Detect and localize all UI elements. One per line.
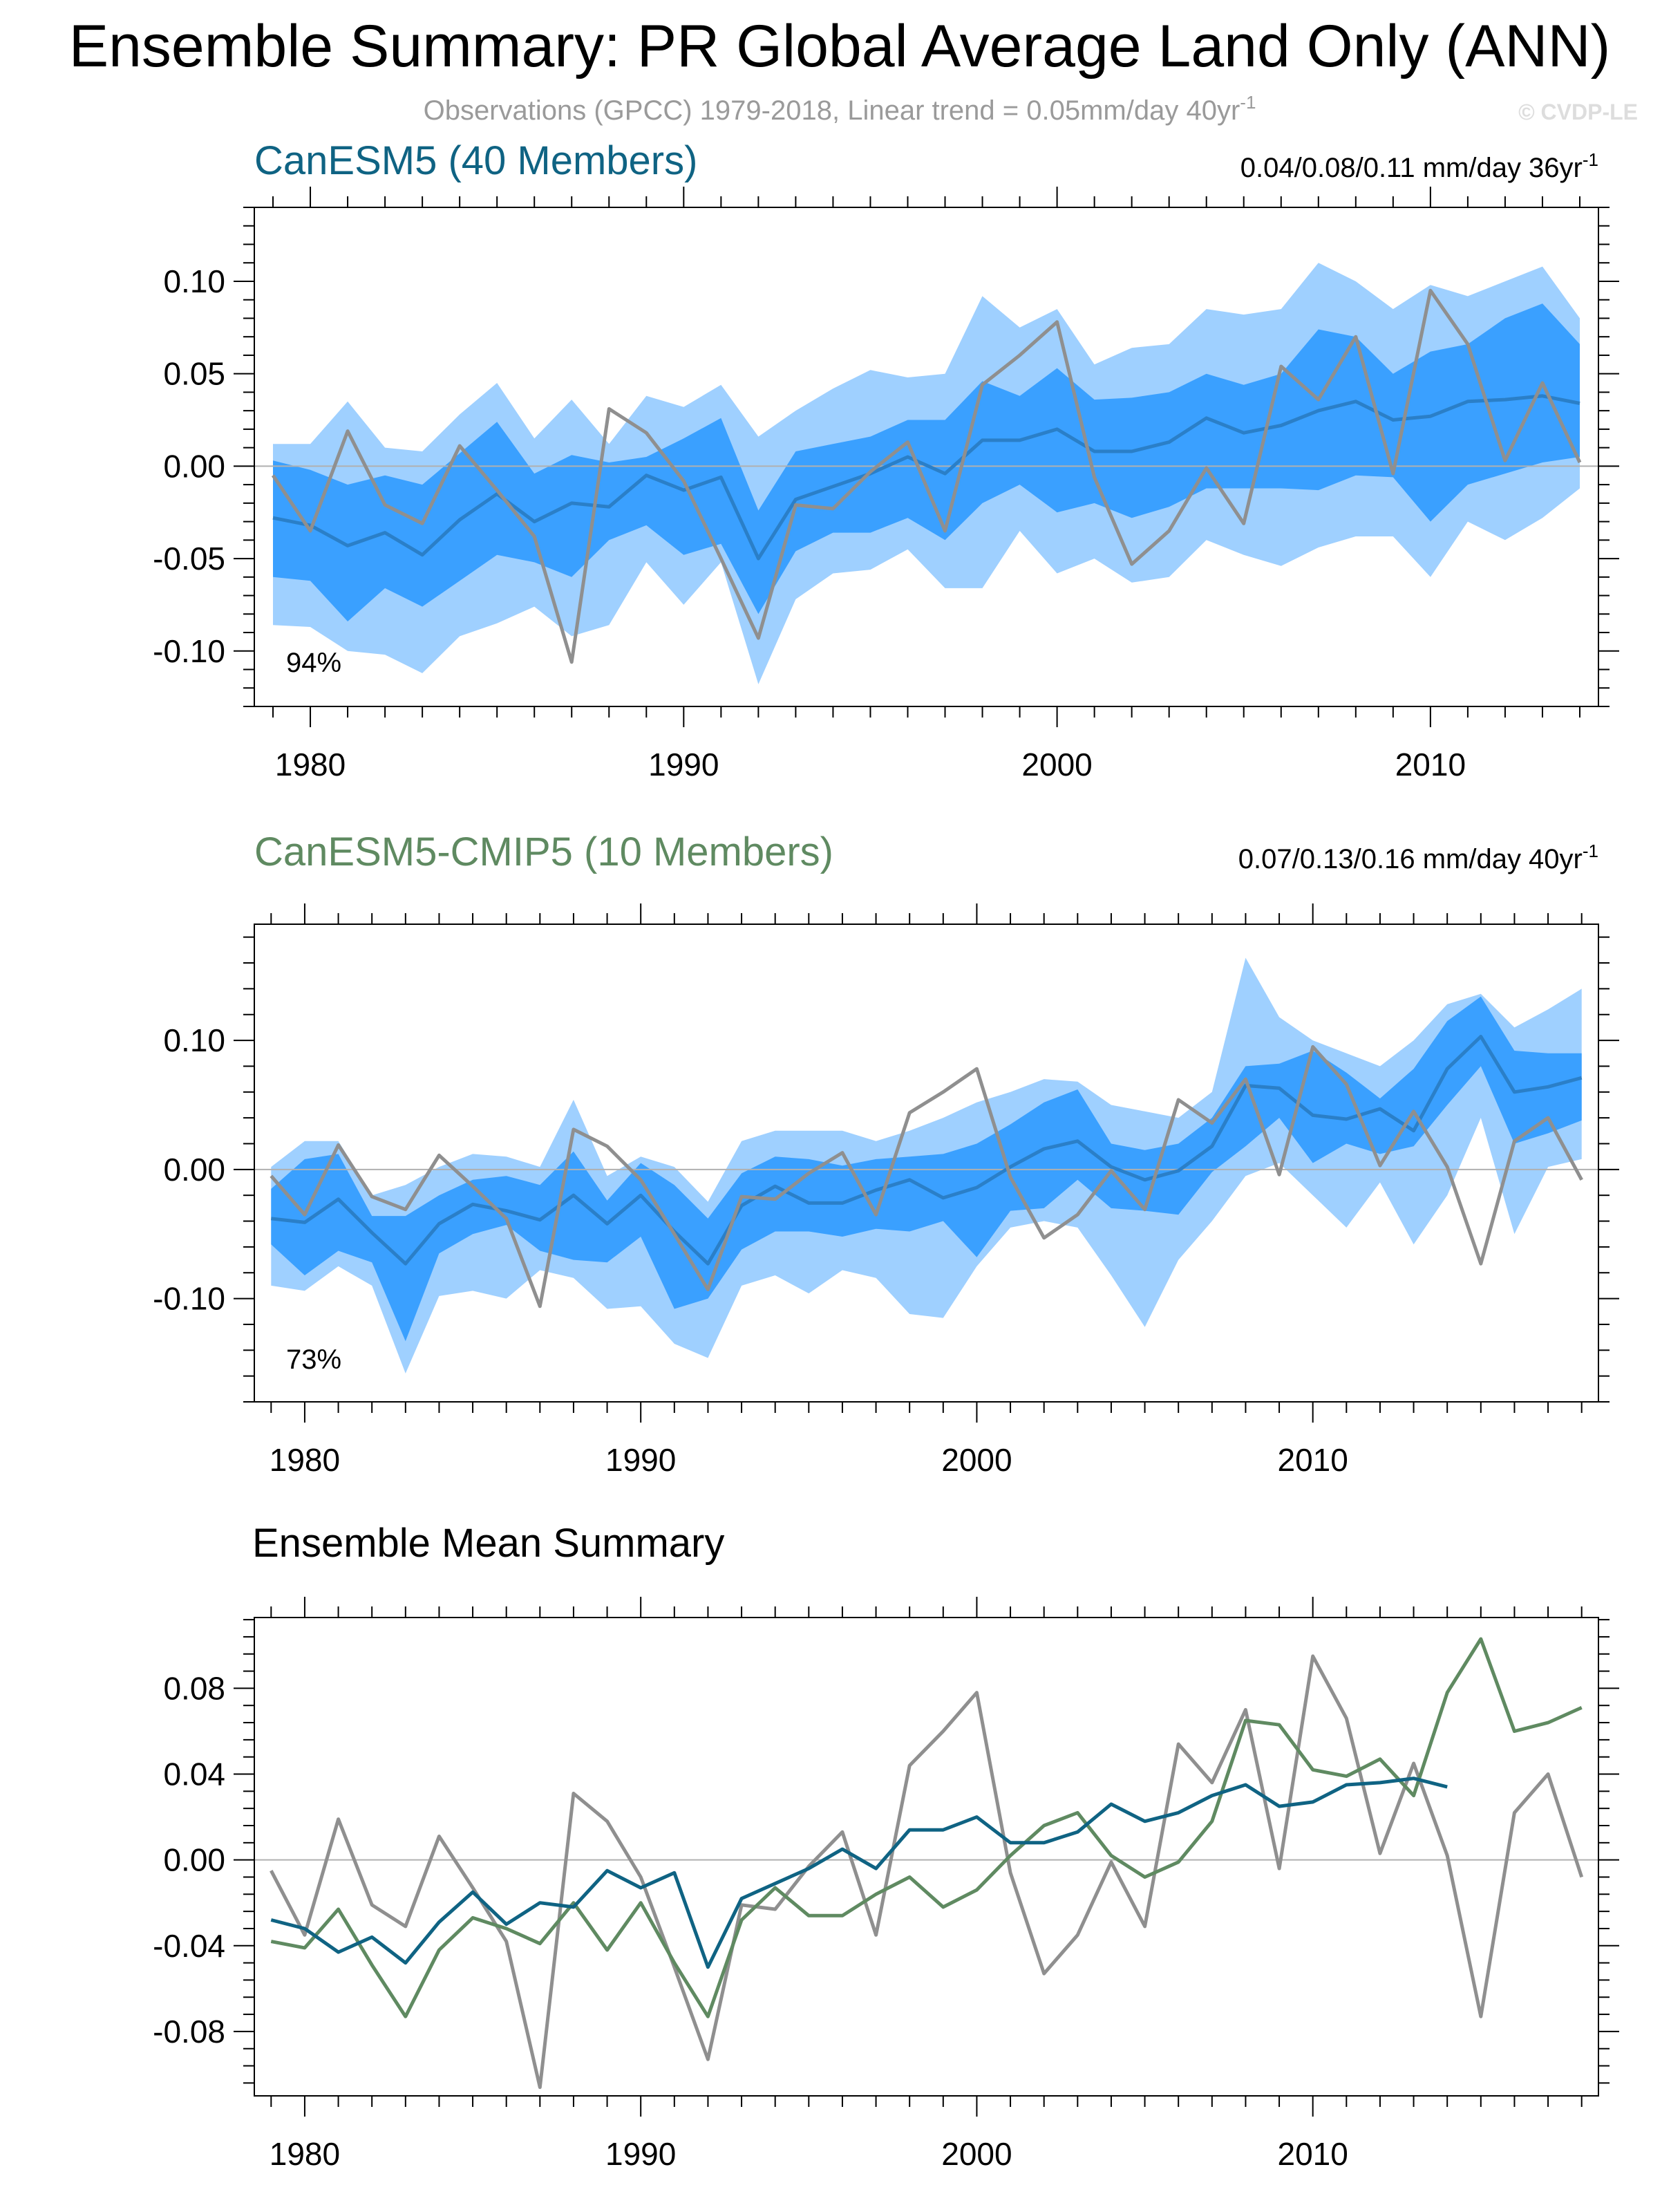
x-tick-label: 1990 bbox=[605, 1442, 676, 1478]
ensemble-mean-line bbox=[271, 1035, 1583, 1266]
x-tick-label: 1980 bbox=[270, 2136, 340, 2172]
cvdp-watermark: © CVDP-LE bbox=[1518, 100, 1638, 124]
trend-superscript: -1 bbox=[1583, 149, 1598, 170]
x-tick-label: 2010 bbox=[1395, 747, 1466, 782]
subtitle-superscript: -1 bbox=[1240, 92, 1256, 113]
y-tick-label: 0.05 bbox=[163, 356, 225, 392]
y-tick-label: -0.10 bbox=[153, 633, 225, 669]
y-tick-label: 0.10 bbox=[163, 263, 225, 299]
panel-title: CanESM5-CMIP5 (10 Members) bbox=[254, 829, 833, 874]
canesm5-cmip5-mean-line bbox=[270, 1637, 1583, 2018]
y-tick-label: 0.00 bbox=[163, 1152, 225, 1188]
panel-ensemble-mean-summary: Ensemble Mean Summary 1980 1990 2000 2010 -0… bbox=[153, 1521, 1619, 2172]
x-tick-label: 1980 bbox=[275, 747, 346, 782]
x-tick-label: 2000 bbox=[1021, 747, 1092, 782]
x-tick-label: 2010 bbox=[1278, 1442, 1348, 1478]
x-tick-label: 2010 bbox=[1278, 2136, 1348, 2172]
subtitle-text: Observations (GPCC) 1979-2018, Linear tr… bbox=[424, 95, 1240, 126]
plot-frame bbox=[254, 1617, 1599, 2097]
figure-title: Ensemble Summary: PR Global Average Land… bbox=[69, 13, 1611, 79]
x-tick-label: 1990 bbox=[648, 747, 719, 782]
canesm5-mean-line bbox=[270, 1777, 1448, 1969]
y-tick-label: 0.04 bbox=[163, 1756, 225, 1792]
trend-superscript: -1 bbox=[1583, 841, 1598, 861]
panel-title: CanESM5 (40 Members) bbox=[254, 138, 697, 183]
trend-label: 0.07/0.13/0.16 mm/day 40yr-1 bbox=[1238, 841, 1598, 874]
trend-label: 0.04/0.08/0.11 mm/day 36yr-1 bbox=[1240, 149, 1598, 183]
y-tick-label: -0.05 bbox=[153, 541, 225, 576]
x-tick-label: 1980 bbox=[270, 1442, 340, 1478]
observations-line bbox=[270, 1044, 1583, 1309]
percent-label: 73% bbox=[286, 1344, 341, 1375]
observations-line bbox=[271, 288, 1582, 664]
figure-subtitle: Observations (GPCC) 1979-2018, Linear tr… bbox=[424, 92, 1256, 126]
trend-text: 0.04/0.08/0.11 mm/day 36yr bbox=[1240, 153, 1583, 183]
y-tick-label: 0.00 bbox=[163, 1842, 225, 1878]
panel-canesm5: CanESM5 (40 Members) 0.04/0.08/0.11 mm/d… bbox=[153, 138, 1619, 782]
trend-text: 0.07/0.13/0.16 mm/day 40yr bbox=[1238, 844, 1583, 874]
y-tick-label: -0.10 bbox=[153, 1281, 225, 1317]
percent-label: 94% bbox=[286, 648, 341, 678]
panel-canesm5-cmip5: CanESM5-CMIP5 (10 Members) 0.07/0.13/0.1… bbox=[153, 829, 1619, 1478]
x-tick-label: 2000 bbox=[941, 1442, 1012, 1478]
plot-frame bbox=[254, 924, 1599, 1403]
y-tick-label: 0.08 bbox=[163, 1670, 225, 1706]
y-tick-label: 0.00 bbox=[163, 448, 225, 484]
ensemble-mean-line bbox=[272, 394, 1580, 561]
x-tick-label: 2000 bbox=[941, 2136, 1012, 2172]
y-tick-label: -0.08 bbox=[153, 2014, 225, 2050]
x-tick-label: 1990 bbox=[605, 2136, 676, 2172]
y-tick-label: 0.10 bbox=[163, 1022, 225, 1058]
y-tick-label: -0.04 bbox=[153, 1928, 225, 1964]
observations-line bbox=[270, 1654, 1584, 2090]
panel-title: Ensemble Mean Summary bbox=[252, 1521, 724, 1566]
inner-spread-band bbox=[273, 303, 1580, 621]
plot-frame bbox=[254, 207, 1599, 707]
